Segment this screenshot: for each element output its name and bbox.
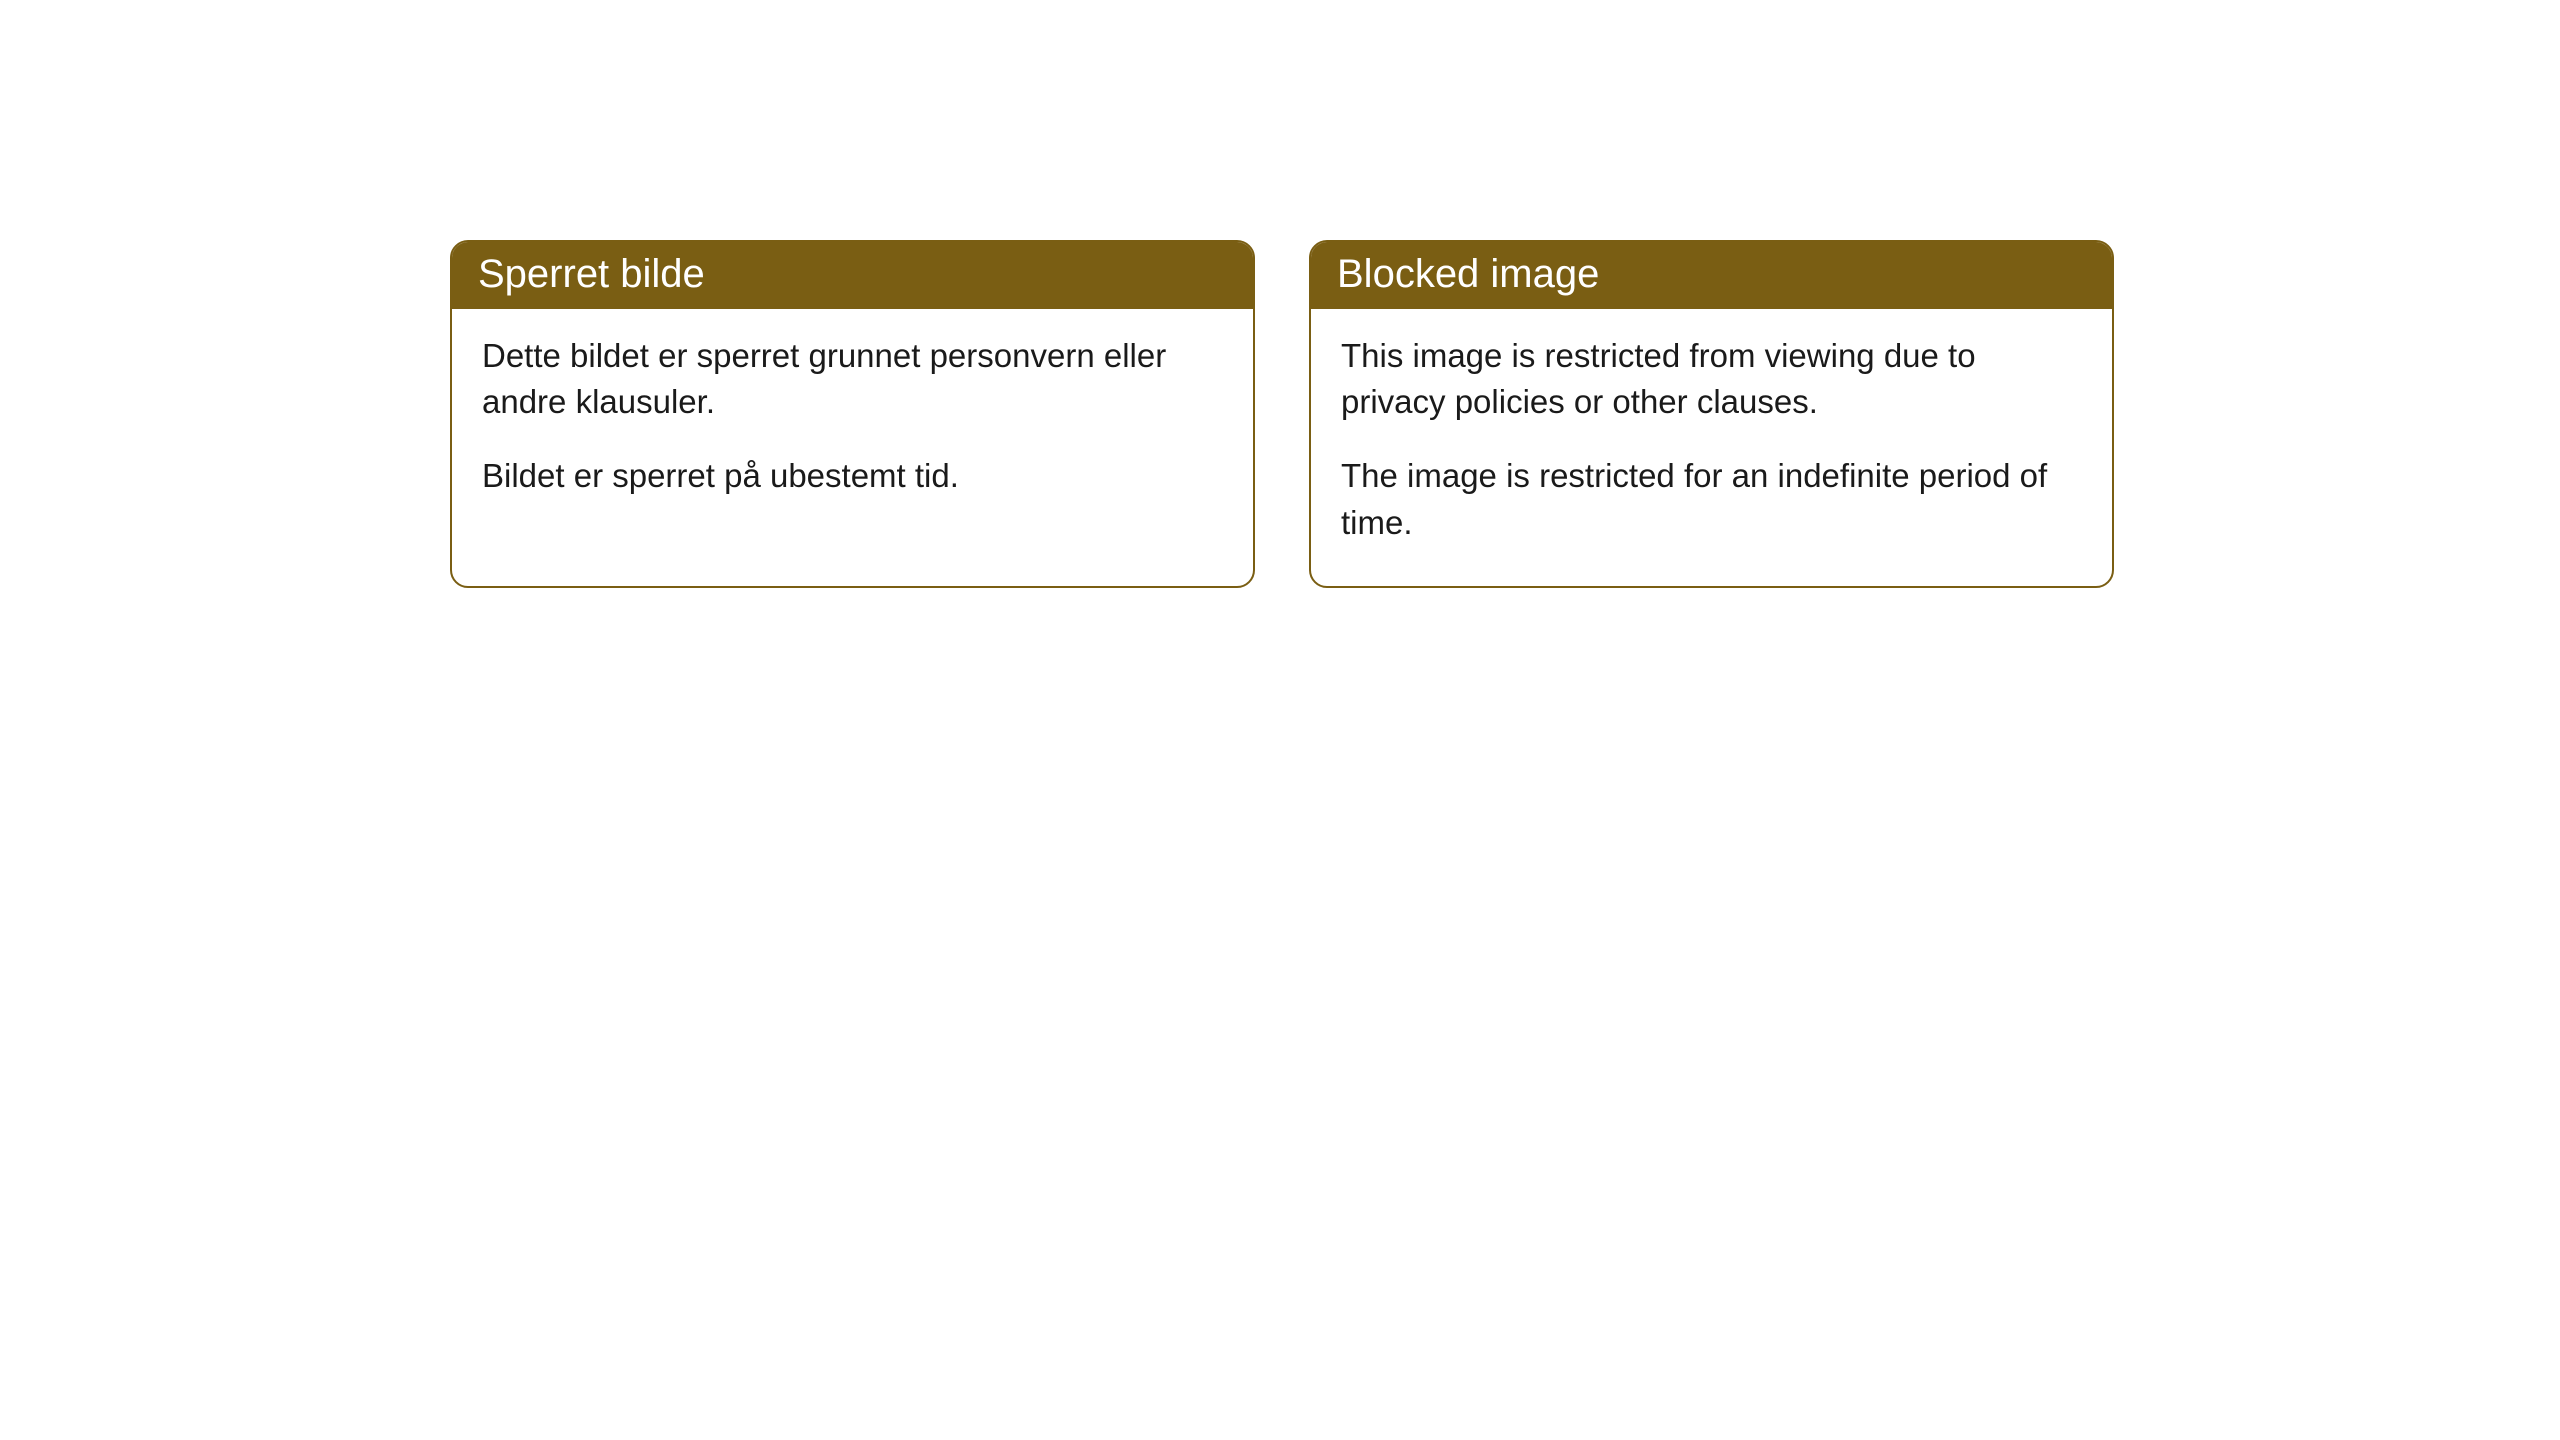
cards-container: Sperret bilde Dette bildet er sperret gr… [0, 0, 2560, 588]
card-header-no: Sperret bilde [452, 242, 1253, 309]
card-body-en: This image is restricted from viewing du… [1311, 309, 2112, 586]
card-text-no-1: Dette bildet er sperret grunnet personve… [482, 333, 1223, 425]
card-text-no-2: Bildet er sperret på ubestemt tid. [482, 453, 1223, 499]
card-text-en-1: This image is restricted from viewing du… [1341, 333, 2082, 425]
card-text-en-2: The image is restricted for an indefinit… [1341, 453, 2082, 545]
blocked-image-card-no: Sperret bilde Dette bildet er sperret gr… [450, 240, 1255, 588]
card-header-en: Blocked image [1311, 242, 2112, 309]
card-body-no: Dette bildet er sperret grunnet personve… [452, 309, 1253, 540]
blocked-image-card-en: Blocked image This image is restricted f… [1309, 240, 2114, 588]
